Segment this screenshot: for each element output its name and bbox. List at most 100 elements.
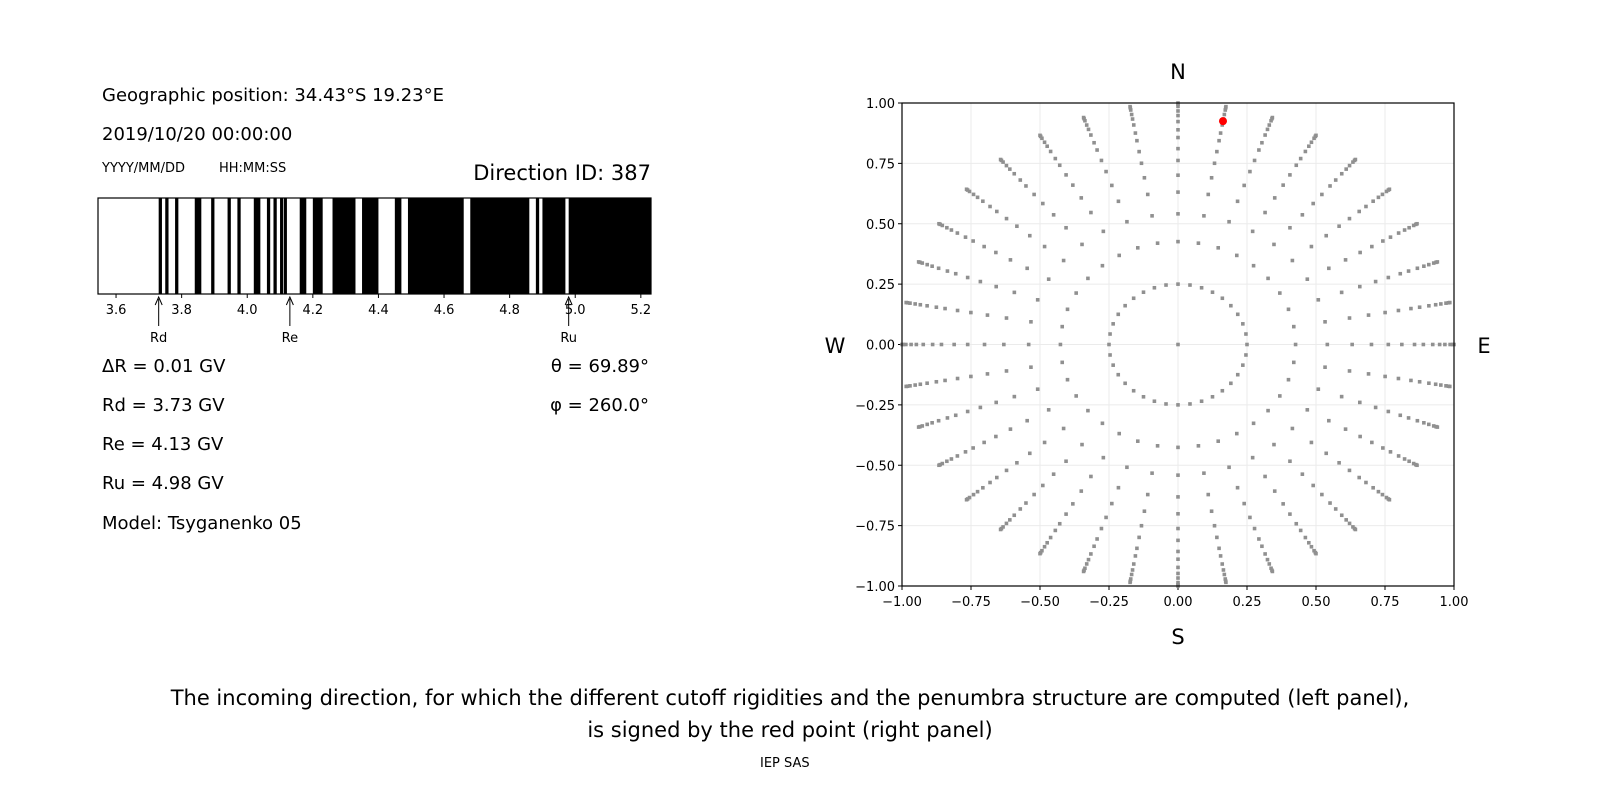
y-tick-label: −0.25 bbox=[855, 399, 895, 414]
direction-point bbox=[1141, 290, 1146, 295]
direction-point bbox=[1281, 502, 1285, 506]
direction-point bbox=[1320, 192, 1324, 197]
direction-point bbox=[1383, 374, 1387, 379]
direction-point bbox=[1398, 271, 1403, 276]
direction-point bbox=[1309, 140, 1314, 145]
direction-point bbox=[1123, 303, 1127, 308]
direction-point bbox=[1288, 459, 1292, 464]
direction-point bbox=[994, 434, 998, 439]
direction-point bbox=[994, 400, 998, 405]
direction-point bbox=[1099, 526, 1104, 531]
direction-point bbox=[1176, 576, 1180, 580]
direction-point bbox=[1290, 258, 1295, 263]
direction-point bbox=[936, 418, 941, 423]
direction-point bbox=[975, 489, 980, 494]
direction-point bbox=[1206, 492, 1211, 497]
direction-point bbox=[1176, 146, 1180, 151]
direction-point bbox=[1370, 244, 1374, 249]
direction-point bbox=[1217, 138, 1221, 143]
direction-point bbox=[1142, 509, 1147, 514]
direction-point bbox=[937, 463, 941, 468]
direction-point bbox=[1110, 501, 1114, 506]
direction-point bbox=[1048, 149, 1053, 154]
direction-point bbox=[1026, 342, 1031, 347]
direction-point bbox=[1387, 497, 1392, 502]
direction-point bbox=[916, 425, 921, 429]
marker-label: Rd bbox=[150, 331, 167, 346]
direction-point bbox=[1128, 577, 1133, 581]
direction-point bbox=[982, 244, 986, 249]
direction-point bbox=[1176, 113, 1180, 118]
direction-point bbox=[1294, 163, 1299, 168]
direction-point bbox=[1123, 381, 1127, 386]
direction-point bbox=[1293, 342, 1298, 347]
direction-point bbox=[953, 413, 958, 418]
x-tick-label: 0.25 bbox=[1233, 595, 1262, 610]
direction-point bbox=[1155, 444, 1160, 448]
direction-point bbox=[909, 342, 913, 347]
direction-point bbox=[1248, 515, 1252, 520]
direction-point bbox=[1218, 554, 1223, 558]
direction-point bbox=[1086, 127, 1091, 132]
direction-point bbox=[1448, 342, 1452, 347]
direction-point bbox=[1431, 424, 1436, 428]
marker-label: Re bbox=[282, 331, 298, 346]
direction-point bbox=[1383, 310, 1387, 315]
forbidden-band bbox=[273, 198, 277, 294]
direction-point bbox=[1209, 509, 1214, 514]
direction-point bbox=[1089, 552, 1093, 556]
direction-point bbox=[1080, 442, 1084, 447]
direction-point bbox=[982, 342, 987, 347]
direction-point bbox=[1307, 144, 1311, 149]
direction-point bbox=[1386, 409, 1391, 414]
direction-point bbox=[1422, 264, 1426, 268]
direction-point bbox=[1150, 214, 1154, 218]
direction-point bbox=[1227, 465, 1231, 470]
direction-point bbox=[1364, 480, 1368, 485]
direction-point bbox=[1267, 123, 1272, 127]
direction-point bbox=[1426, 262, 1431, 267]
direction-point bbox=[1101, 455, 1106, 460]
direction-point bbox=[904, 384, 908, 389]
direction-point bbox=[1407, 225, 1411, 230]
direction-point bbox=[1222, 112, 1227, 117]
direction-point bbox=[1042, 544, 1047, 549]
direction-point bbox=[1224, 580, 1228, 585]
direction-point bbox=[1071, 502, 1075, 506]
direction-point bbox=[964, 187, 969, 192]
direction-point bbox=[1380, 492, 1385, 497]
direction-point bbox=[1086, 276, 1090, 281]
x-tick-label: 0.00 bbox=[1164, 595, 1193, 610]
direction-point bbox=[1328, 184, 1332, 188]
direction-point bbox=[1288, 173, 1292, 177]
direction-point bbox=[1333, 178, 1338, 182]
direction-point bbox=[1263, 133, 1267, 137]
x-tick-label: 1.00 bbox=[1440, 595, 1469, 610]
direction-point bbox=[1309, 244, 1314, 249]
direction-point bbox=[1370, 440, 1374, 445]
direction-point bbox=[1366, 372, 1371, 376]
x-tick-label: 5.0 bbox=[565, 303, 586, 318]
direction-point bbox=[1223, 577, 1228, 581]
direction-point bbox=[1176, 109, 1180, 113]
direction-point bbox=[967, 189, 972, 194]
direction-point bbox=[1002, 342, 1006, 347]
direction-point bbox=[1061, 258, 1066, 263]
direction-point bbox=[1339, 290, 1344, 295]
direction-point bbox=[985, 372, 990, 376]
direction-point bbox=[1320, 492, 1324, 497]
direction-point bbox=[1263, 210, 1267, 215]
direction-point bbox=[1417, 379, 1422, 384]
direction-point bbox=[1347, 468, 1352, 473]
direction-point bbox=[1448, 384, 1452, 389]
direction-point bbox=[1045, 144, 1049, 149]
direction-point bbox=[1071, 183, 1075, 187]
direction-point bbox=[1218, 131, 1223, 135]
direction-point bbox=[930, 264, 934, 268]
direction-point bbox=[1116, 372, 1121, 377]
direction-point bbox=[1257, 148, 1261, 152]
direction-point bbox=[994, 250, 998, 255]
direction-point bbox=[1210, 394, 1215, 399]
direction-point bbox=[1411, 461, 1416, 466]
direction-point bbox=[1212, 523, 1217, 528]
